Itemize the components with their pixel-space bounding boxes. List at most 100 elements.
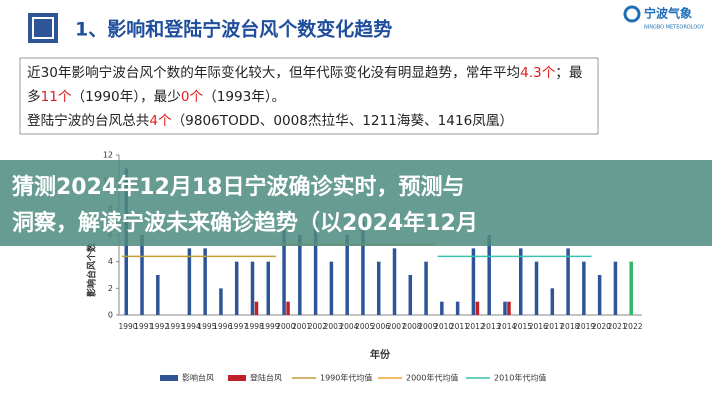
bar — [455, 301, 460, 315]
banner — [0, 160, 712, 246]
x-tick-label: 2013 — [481, 322, 500, 331]
x-tick-label: 2008 — [402, 322, 421, 331]
bar — [329, 261, 334, 315]
summary-run: 4个 — [149, 113, 172, 129]
summary-run: ；最 — [555, 65, 583, 81]
header-title: 1、影响和登陆宁波台风个数变化趋势 — [75, 18, 392, 41]
x-tick-label: 2001 — [292, 322, 311, 331]
bar — [376, 261, 381, 315]
x-tick-label: 1990 — [118, 322, 137, 331]
bar — [629, 261, 633, 315]
logo-mark — [623, 5, 641, 23]
bar — [361, 221, 365, 315]
summary-run: 近30年影响宁波台风个数的年际变化较大，但年代际变化没有明显趋势，常年平均 — [27, 64, 520, 81]
summary-run: （9806TODD、0008杰拉华、1211海葵、1416凤凰） — [172, 113, 513, 129]
bar — [187, 248, 192, 315]
x-tick-label: 2012 — [466, 322, 485, 331]
legend-swatch — [160, 375, 178, 381]
bar — [313, 221, 318, 315]
x-tick-label: 1996 — [213, 322, 232, 331]
bar — [250, 261, 255, 315]
bar — [424, 261, 428, 315]
bar — [392, 248, 397, 315]
bar — [440, 301, 444, 315]
legend-label: 2010年代均值 — [494, 373, 546, 383]
summary-line: 登陆宁波的台风总共4个（9806TODD、0008杰拉华、1211海葵、1416… — [27, 112, 513, 129]
bar — [286, 301, 290, 315]
x-tick-label: 1997 — [229, 322, 248, 331]
bar — [254, 301, 259, 315]
bar — [471, 248, 476, 315]
summary-run: 0个 — [181, 89, 204, 105]
x-tick-label: 2018 — [560, 322, 579, 331]
x-tick-label: 2015 — [513, 322, 532, 331]
logo-text: 宁波气象 — [644, 6, 692, 21]
bar — [550, 288, 555, 315]
x-tick-label: 2020 — [592, 322, 611, 331]
x-tick-label: 2000 — [276, 322, 295, 331]
bar — [266, 261, 271, 315]
bar — [140, 235, 144, 315]
x-tick-label: 2016 — [529, 322, 548, 331]
x-tick-label: 2003 — [324, 322, 343, 331]
bar — [234, 261, 239, 315]
x-tick-label: 2019 — [576, 322, 595, 331]
y-tick-label: 12 — [103, 151, 113, 160]
bar — [487, 235, 491, 315]
banner-line: 猜测2024年12月18日宁波确诊实时，预测与 — [11, 174, 464, 200]
x-tick-label: 1992 — [150, 322, 169, 331]
bar — [519, 248, 523, 315]
x-tick-label: 2010 — [434, 322, 453, 331]
bar — [156, 275, 160, 315]
y-tick-label: 4 — [108, 257, 113, 266]
y-tick-label: 2 — [108, 284, 113, 293]
x-axis-label: 年份 — [370, 348, 391, 361]
legend-label: 登陆台风 — [250, 373, 282, 383]
x-tick-label: 1999 — [260, 322, 279, 331]
x-tick-label: 2004 — [339, 322, 358, 331]
bar — [597, 275, 602, 315]
summary-run: 11个 — [41, 89, 72, 105]
legend-swatch — [228, 375, 246, 381]
bar — [582, 261, 586, 315]
header-icon-inner — [32, 17, 54, 39]
banner-line: 洞察，解读宁波未来确诊趋势（以2024年12月 — [12, 210, 478, 236]
x-tick-label: 2017 — [545, 322, 564, 331]
x-tick-label: 2014 — [497, 322, 516, 331]
banner-text: 猜测2024年12月18日宁波确诊实时，预测与洞察，解读宁波未来确诊趋势（以20… — [11, 174, 478, 236]
bar — [282, 221, 286, 315]
x-tick-label: 2021 — [608, 322, 627, 331]
y-tick-label: 0 — [108, 311, 113, 320]
summary-run: （1990年），最少 — [72, 89, 181, 105]
x-tick-label: 2022 — [623, 322, 642, 331]
x-tick-label: 2005 — [355, 322, 374, 331]
summary: 近30年影响宁波台风个数的年际变化较大，但年代际变化没有明显趋势，常年平均4.3… — [27, 64, 583, 129]
bar — [475, 301, 480, 315]
bar — [408, 275, 413, 315]
x-tick-label: 1994 — [182, 322, 201, 331]
bar — [534, 261, 539, 315]
x-tick-label: 2006 — [371, 322, 390, 331]
x-tick-label: 2009 — [418, 322, 437, 331]
bar — [503, 301, 507, 315]
x-tick-label: 1993 — [166, 322, 185, 331]
x-tick-label: 1991 — [134, 322, 153, 331]
legend-label: 影响台风 — [182, 373, 214, 383]
legend-label: 2000年代均值 — [406, 373, 458, 383]
y-axis-label: 影响台风个数 — [86, 242, 98, 297]
legend-label: 1990年代均值 — [320, 373, 372, 383]
summary-run: 登陆宁波的台风总共 — [27, 112, 149, 129]
summary-run: （1993年）。 — [203, 89, 285, 105]
summary-line: 多11个（1990年），最少0个（1993年）。 — [27, 88, 285, 105]
bar — [203, 248, 207, 315]
bar — [613, 261, 618, 315]
x-tick-label: 2011 — [450, 322, 469, 331]
summary-run: 多 — [27, 88, 41, 105]
bar — [566, 248, 570, 315]
x-tick-label: 2007 — [387, 322, 406, 331]
x-tick-label: 2002 — [308, 322, 327, 331]
logo-sub: NINGBO METEOROLOGY — [644, 25, 705, 31]
x-tick-label: 1998 — [245, 322, 264, 331]
bar — [219, 288, 223, 315]
